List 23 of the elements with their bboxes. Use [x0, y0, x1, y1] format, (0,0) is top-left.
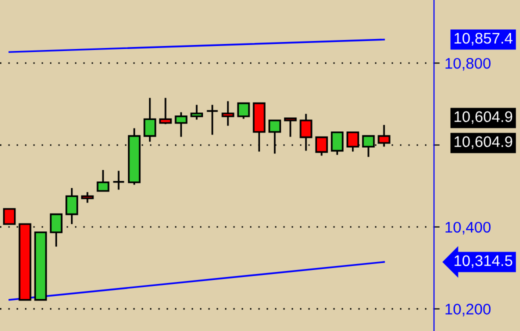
candlestick: [96, 169, 110, 192]
candlestick: [144, 97, 156, 143]
candlestick: [112, 170, 125, 191]
candlestick: [315, 136, 328, 157]
text: 10,857.4: [454, 32, 512, 46]
candlestick: [206, 104, 219, 136]
text: 10,604.9: [454, 136, 512, 149]
candlestick: [284, 118, 297, 138]
candlestick: [66, 187, 78, 225]
text: 10,314.5: [454, 255, 512, 268]
candlestick: [159, 97, 172, 125]
candlestick: [50, 213, 62, 248]
candlestick: [378, 124, 390, 148]
candlestick: [330, 131, 344, 156]
text: 10,604.9: [454, 111, 512, 124]
candlestick: [81, 191, 94, 204]
y-tick-label: 10,200: [446, 304, 491, 316]
candlestick: [190, 104, 204, 120]
y-tick-label: 10,800: [446, 58, 491, 71]
candlestick: [174, 111, 188, 138]
y-tick-label: 10,400: [446, 222, 491, 234]
candlestick: [237, 102, 250, 120]
candlestick: [222, 100, 234, 127]
